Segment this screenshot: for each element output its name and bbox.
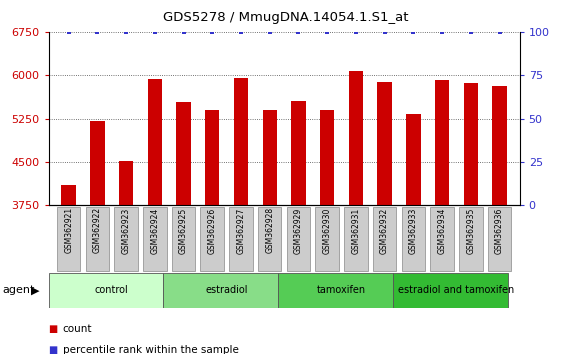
Text: ■: ■: [49, 346, 58, 354]
Bar: [492, 86, 506, 354]
FancyBboxPatch shape: [114, 207, 138, 271]
Text: GSM362931: GSM362931: [351, 207, 360, 253]
Text: GSM362927: GSM362927: [236, 207, 246, 253]
Point: [409, 29, 418, 35]
Text: percentile rank within the sample: percentile rank within the sample: [63, 346, 239, 354]
Point: [466, 29, 475, 35]
Text: GSM362923: GSM362923: [122, 207, 131, 253]
Text: GSM362929: GSM362929: [294, 207, 303, 253]
Text: GSM362930: GSM362930: [323, 207, 332, 254]
Point: [323, 29, 332, 35]
FancyBboxPatch shape: [229, 207, 253, 271]
FancyBboxPatch shape: [163, 273, 278, 308]
Point: [236, 29, 246, 35]
Text: GSM362935: GSM362935: [467, 207, 475, 254]
Text: GSM362926: GSM362926: [208, 207, 217, 253]
Point: [380, 29, 389, 35]
Bar: [435, 80, 449, 354]
FancyBboxPatch shape: [401, 207, 425, 271]
FancyBboxPatch shape: [287, 207, 310, 271]
Bar: [234, 78, 248, 354]
FancyBboxPatch shape: [172, 207, 195, 271]
Text: estradiol: estradiol: [206, 285, 248, 295]
Text: count: count: [63, 324, 93, 334]
Point: [122, 29, 131, 35]
Text: GSM362924: GSM362924: [150, 207, 159, 253]
Bar: [205, 110, 219, 354]
Text: GSM362921: GSM362921: [64, 207, 73, 253]
Bar: [62, 185, 76, 354]
Bar: [377, 82, 392, 354]
FancyBboxPatch shape: [393, 273, 508, 308]
Point: [294, 29, 303, 35]
Bar: [464, 83, 478, 354]
Text: ▶: ▶: [31, 285, 40, 295]
FancyBboxPatch shape: [344, 207, 368, 271]
Point: [208, 29, 217, 35]
Point: [179, 29, 188, 35]
Text: agent: agent: [3, 285, 35, 295]
FancyBboxPatch shape: [431, 207, 454, 271]
FancyBboxPatch shape: [278, 273, 393, 308]
Bar: [263, 110, 277, 354]
Point: [351, 29, 360, 35]
Point: [150, 29, 159, 35]
Bar: [176, 102, 191, 354]
Text: estradiol and tamoxifen: estradiol and tamoxifen: [399, 285, 514, 295]
Bar: [90, 121, 104, 354]
FancyBboxPatch shape: [86, 207, 109, 271]
Point: [495, 29, 504, 35]
Text: GSM362928: GSM362928: [265, 207, 274, 253]
FancyBboxPatch shape: [258, 207, 282, 271]
Text: GSM362934: GSM362934: [437, 207, 447, 254]
FancyBboxPatch shape: [488, 207, 511, 271]
Point: [93, 29, 102, 35]
FancyBboxPatch shape: [459, 207, 482, 271]
Text: GSM362925: GSM362925: [179, 207, 188, 253]
Bar: [148, 79, 162, 354]
Text: control: control: [95, 285, 128, 295]
Bar: [406, 114, 420, 354]
Bar: [291, 101, 305, 354]
Text: tamoxifen: tamoxifen: [317, 285, 366, 295]
FancyBboxPatch shape: [143, 207, 167, 271]
Text: GDS5278 / MmugDNA.14054.1.S1_at: GDS5278 / MmugDNA.14054.1.S1_at: [163, 11, 408, 24]
FancyBboxPatch shape: [373, 207, 396, 271]
Text: GSM362922: GSM362922: [93, 207, 102, 253]
Text: ■: ■: [49, 324, 58, 334]
Text: GSM362933: GSM362933: [409, 207, 418, 254]
Point: [437, 29, 447, 35]
Point: [265, 29, 274, 35]
Point: [64, 29, 73, 35]
Bar: [119, 161, 133, 354]
Bar: [349, 70, 363, 354]
Bar: [320, 110, 335, 354]
FancyBboxPatch shape: [49, 273, 163, 308]
Text: GSM362936: GSM362936: [495, 207, 504, 254]
Text: GSM362932: GSM362932: [380, 207, 389, 253]
FancyBboxPatch shape: [57, 207, 81, 271]
FancyBboxPatch shape: [200, 207, 224, 271]
FancyBboxPatch shape: [315, 207, 339, 271]
